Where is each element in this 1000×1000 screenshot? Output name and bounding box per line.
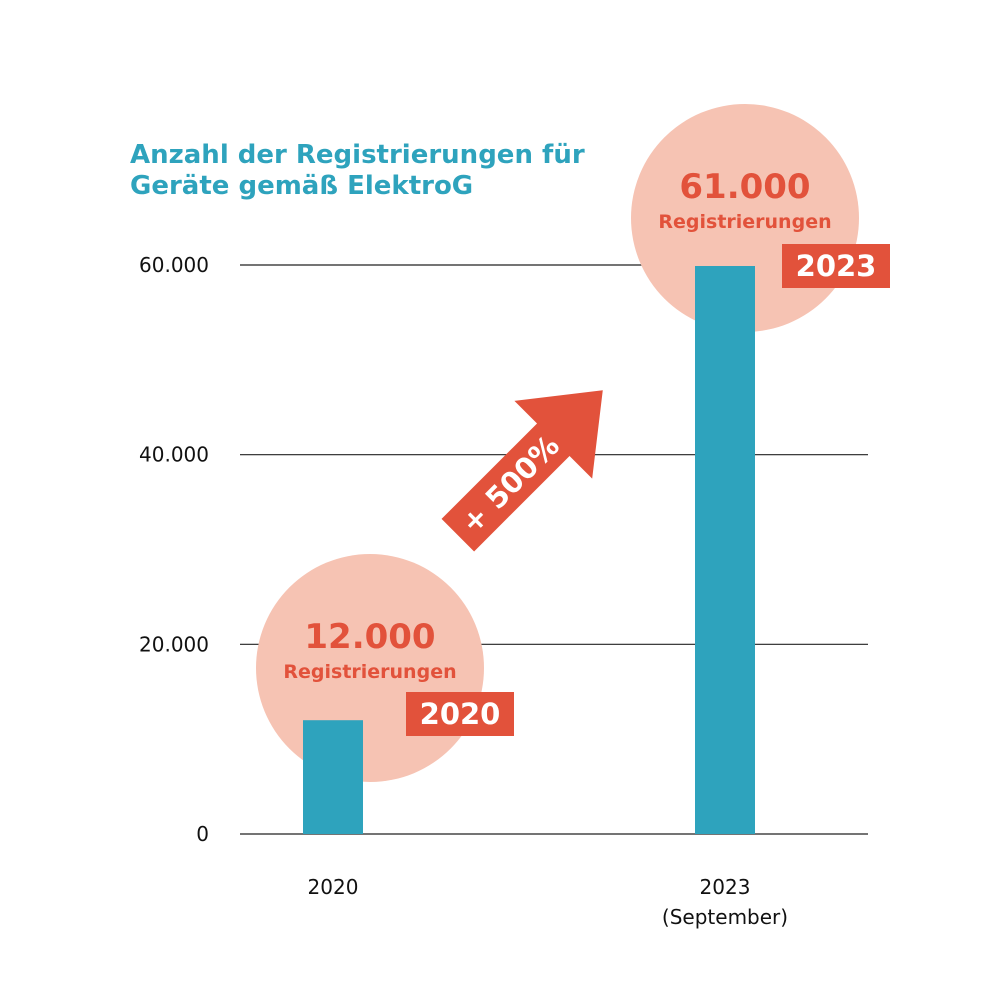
badge-label-2023: 2023	[796, 249, 877, 283]
growth-arrow: + 500%	[441, 390, 603, 552]
x-axis-categories: 2020 2023 (September)	[308, 875, 789, 929]
y-tick-label-2: 40.000	[139, 443, 209, 467]
x-category-label-0-0: 2020	[308, 875, 359, 899]
x-category-label-1-1: (September)	[662, 905, 788, 929]
y-tick-label-3: 60.000	[139, 253, 209, 277]
y-axis-ticks: 0 20.000 40.000 60.000	[139, 253, 209, 846]
y-tick-label-1: 20.000	[139, 632, 209, 656]
x-category-label-1-0: 2023	[700, 875, 751, 899]
annotation-unit-2020: Registrierungen	[283, 661, 456, 683]
badge-2023	[782, 244, 890, 288]
badge-2020	[406, 692, 514, 736]
arrow-up-right-icon	[441, 390, 603, 552]
bars	[303, 266, 755, 834]
annotation-value-2023: 61.000	[679, 167, 810, 207]
bar-2020	[303, 720, 363, 834]
bar-2023	[695, 266, 755, 834]
annotation-unit-2023: Registrierungen	[658, 211, 831, 233]
y-tick-label-0: 0	[196, 822, 209, 846]
annotation-value-2020: 12.000	[304, 617, 435, 657]
chart-title-line-2: Geräte gemäß ElektroG	[130, 171, 473, 201]
growth-label: + 500%	[454, 428, 566, 540]
badge-label-2020: 2020	[420, 697, 501, 731]
chart-title-line-1: Anzahl der Registrierungen für	[130, 140, 585, 170]
